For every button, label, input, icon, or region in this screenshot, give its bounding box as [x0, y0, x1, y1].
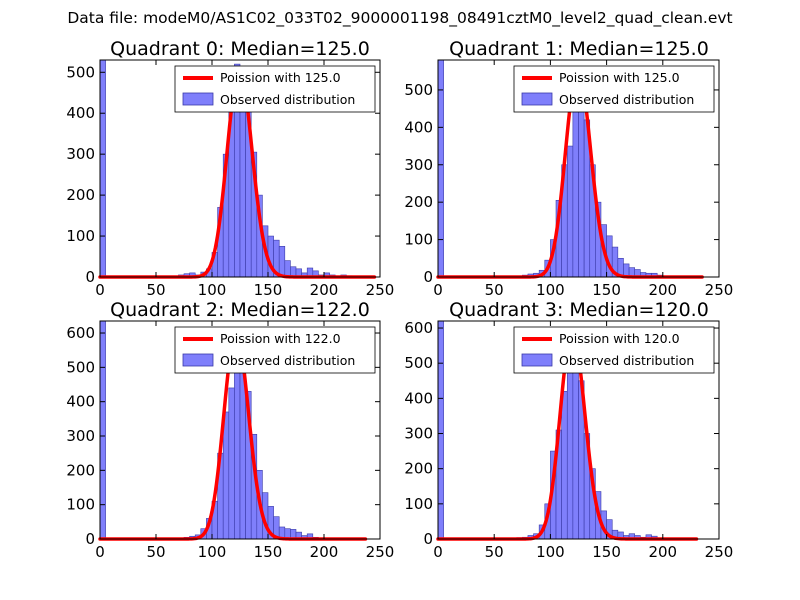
histogram-bar — [437, 59, 444, 278]
y-tick-label: 300 — [66, 427, 95, 445]
quadrant-1-title: Quadrant 1: Median=125.0 — [449, 38, 709, 60]
histogram-bar — [437, 320, 444, 540]
x-tick-label: 50 — [146, 281, 165, 299]
legend-bar-swatch — [521, 353, 553, 367]
quadrant-0-panel: Quadrant 0: Median=125.0 0 50 100 150 200 250… — [66, 38, 394, 299]
x-tick-label: 50 — [485, 543, 504, 561]
y-tick-label: 300 — [66, 145, 95, 163]
x-tick-label: 150 — [592, 543, 621, 561]
y-tick-label: 0 — [85, 268, 95, 286]
histogram-bar — [234, 346, 241, 540]
y-tick-label: 100 — [404, 495, 433, 513]
quadrant-2-panel: Quadrant 2: Median=122.0 0 50 100 150 200 250… — [66, 299, 394, 561]
x-tick-label: 200 — [310, 543, 339, 561]
histogram-bar — [278, 245, 286, 278]
y-tick-label: 400 — [66, 104, 95, 122]
y-tick-label: 200 — [404, 460, 433, 478]
y-tick-label: 300 — [404, 425, 433, 443]
x-tick-label: 150 — [592, 281, 621, 299]
histogram-bar — [284, 260, 291, 278]
y-tick-label: 400 — [404, 118, 433, 136]
legend-label-poisson: Poission with 120.0 — [559, 331, 680, 346]
x-tick-label: 0 — [433, 543, 443, 561]
x-tick-label: 150 — [254, 543, 283, 561]
legend-label-observed: Observed distribution — [220, 353, 355, 368]
x-tick-label: 250 — [705, 281, 734, 299]
histogram-bar — [561, 391, 568, 540]
histogram-bar — [566, 145, 574, 278]
y-tick-label: 600 — [404, 319, 433, 337]
x-tick-label: 50 — [146, 543, 165, 561]
y-tick-label: 300 — [404, 156, 433, 174]
quadrant-2-title: Quadrant 2: Median=122.0 — [110, 299, 370, 321]
legend-label-poisson: Poission with 122.0 — [220, 331, 341, 346]
legend-bar-swatch — [182, 92, 214, 106]
legend-label-observed: Observed distribution — [559, 92, 694, 107]
x-tick-label: 250 — [705, 543, 734, 561]
legend: Poission with 122.0 Observed distribution — [174, 326, 376, 374]
y-tick-label: 400 — [66, 393, 95, 411]
x-tick-label: 0 — [95, 543, 105, 561]
y-tick-label: 500 — [66, 358, 95, 376]
y-tick-label: 100 — [66, 496, 95, 514]
x-tick-label: 100 — [198, 543, 227, 561]
legend-label-poisson: Poission with 125.0 — [220, 70, 341, 85]
legend: Poission with 125.0 Observed distribution — [513, 65, 715, 113]
quadrant-3-panel: Quadrant 3: Median=120.0 0 50 100 150 200 250… — [404, 299, 733, 561]
axes-frame — [437, 59, 720, 278]
y-tick-label: 0 — [85, 530, 95, 548]
legend-label-poisson: Poission with 125.0 — [559, 70, 680, 85]
figure-suptitle: Data file: modeM0/AS1C02_033T02_90000011… — [67, 9, 732, 28]
x-tick-label: 100 — [536, 281, 565, 299]
histogram-bar — [228, 387, 235, 540]
y-tick-label: 100 — [66, 227, 95, 245]
x-tick-label: 250 — [366, 281, 395, 299]
y-tick-label: 400 — [404, 389, 433, 407]
y-tick-label: 100 — [404, 231, 433, 249]
histogram-bar — [99, 59, 106, 278]
histogram-bar — [99, 320, 106, 540]
x-tick-label: 100 — [198, 281, 227, 299]
y-tick-label: 0 — [423, 268, 433, 286]
legend-bar-swatch — [182, 353, 214, 367]
x-tick-label: 200 — [648, 543, 677, 561]
y-tick-label: 500 — [404, 354, 433, 372]
x-tick-label: 150 — [254, 281, 283, 299]
quadrant-3-title: Quadrant 3: Median=120.0 — [449, 299, 709, 321]
legend: Poission with 125.0 Observed distribution — [174, 65, 376, 113]
y-tick-label: 500 — [404, 81, 433, 99]
x-tick-label: 100 — [536, 543, 565, 561]
x-tick-label: 0 — [433, 281, 443, 299]
quadrant-0-title: Quadrant 0: Median=125.0 — [110, 38, 370, 60]
legend-label-observed: Observed distribution — [220, 92, 355, 107]
histogram-bar — [222, 411, 230, 540]
y-tick-label: 200 — [404, 193, 433, 211]
x-tick-label: 50 — [485, 281, 504, 299]
y-tick-label: 500 — [66, 63, 95, 81]
y-tick-label: 200 — [66, 461, 95, 479]
y-tick-label: 200 — [66, 186, 95, 204]
axes-frame — [99, 320, 381, 540]
x-tick-label: 250 — [366, 543, 395, 561]
legend: Poission with 120.0 Observed distribution — [513, 326, 715, 374]
y-tick-label: 600 — [66, 324, 95, 342]
axes-frame — [99, 59, 381, 278]
axes-frame — [437, 320, 720, 540]
x-tick-label: 200 — [310, 281, 339, 299]
legend-bar-swatch — [521, 92, 553, 106]
x-tick-label: 0 — [95, 281, 105, 299]
x-tick-label: 200 — [648, 281, 677, 299]
quadrant-1-panel: Quadrant 1: Median=125.0 0 50 100 150 200 250… — [404, 38, 733, 299]
legend-label-observed: Observed distribution — [559, 353, 694, 368]
y-tick-label: 0 — [423, 530, 433, 548]
